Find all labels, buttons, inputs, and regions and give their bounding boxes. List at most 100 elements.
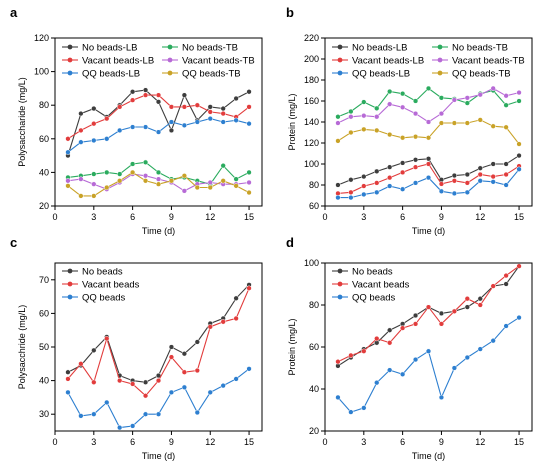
data-point xyxy=(246,169,252,176)
data-point xyxy=(220,110,226,117)
data-point xyxy=(233,295,239,301)
legend-entry: QQ beads xyxy=(82,293,126,304)
data-point xyxy=(361,191,367,198)
x-axis-title: Time (d) xyxy=(412,226,445,236)
y-tick-label: 60 xyxy=(309,342,319,352)
data-point xyxy=(374,380,380,386)
data-point xyxy=(516,314,522,321)
data-point xyxy=(503,182,509,188)
y-tick-label: 100 xyxy=(304,258,319,268)
data-point xyxy=(374,114,380,120)
data-point xyxy=(387,88,393,95)
series-qq-beads-lb xyxy=(335,166,522,201)
data-point xyxy=(129,124,136,130)
data-point xyxy=(129,381,136,387)
data-point xyxy=(438,120,445,126)
panel-letter: a xyxy=(10,5,18,20)
data-point xyxy=(155,92,162,98)
data-point xyxy=(438,181,445,187)
data-point xyxy=(464,304,470,310)
legend: No beads Vacant beads QQ beads xyxy=(332,267,410,304)
legend-swatch-marker xyxy=(167,44,173,50)
data-point xyxy=(412,98,419,104)
y-tick-label: 50 xyxy=(39,342,49,352)
x-tick-label: 9 xyxy=(169,437,174,447)
data-point xyxy=(220,105,226,112)
legend-entry: No beads-LB xyxy=(352,43,407,54)
data-point xyxy=(348,129,354,136)
series-qq-beads xyxy=(65,366,252,431)
data-point xyxy=(503,102,509,108)
data-point xyxy=(503,171,509,178)
data-point xyxy=(348,194,354,201)
series-vacant-beads-lb xyxy=(65,92,252,142)
data-point xyxy=(438,321,445,327)
data-point xyxy=(104,399,110,406)
data-point xyxy=(348,108,354,115)
data-point xyxy=(117,424,123,431)
y-tick-label: 60 xyxy=(39,134,49,144)
data-point xyxy=(168,127,175,134)
data-point xyxy=(91,105,97,112)
x-tick-label: 0 xyxy=(322,437,327,447)
data-point xyxy=(129,169,136,176)
data-point xyxy=(399,325,406,331)
data-point xyxy=(335,138,341,144)
y-tick-label: 200 xyxy=(304,54,319,64)
data-point xyxy=(246,189,252,196)
data-point xyxy=(490,85,496,92)
data-point xyxy=(78,413,84,419)
data-point xyxy=(155,99,162,105)
legend-swatch-marker xyxy=(337,281,343,287)
data-point xyxy=(451,308,458,314)
series-vacant-beads xyxy=(65,285,252,399)
data-point xyxy=(155,411,162,417)
panel-c: c 0 3 6 9 12 15 30 40 50 60 70 Time (d) Polysacchride… xyxy=(10,235,263,461)
legend-swatch-marker xyxy=(337,70,343,76)
data-point xyxy=(91,347,97,354)
data-point xyxy=(464,296,470,302)
data-point xyxy=(516,89,522,96)
data-point xyxy=(194,409,200,416)
data-point xyxy=(374,105,380,111)
data-point xyxy=(438,310,445,317)
x-tick-label: 12 xyxy=(205,212,215,222)
data-point xyxy=(181,92,188,98)
data-point xyxy=(516,166,522,172)
y-axis-title: Polysacchride (mg/L) xyxy=(17,305,27,390)
legend-swatch-marker xyxy=(437,70,443,76)
legend-swatch-marker xyxy=(67,44,73,50)
x-tick-label: 6 xyxy=(400,437,405,447)
data-point xyxy=(142,379,149,385)
data-point xyxy=(142,173,149,179)
data-point xyxy=(78,193,84,199)
x-tick-label: 12 xyxy=(205,437,215,447)
data-point xyxy=(516,152,522,159)
data-point xyxy=(412,134,419,140)
y-tick-label: 80 xyxy=(39,100,49,110)
data-point xyxy=(348,177,354,183)
data-point xyxy=(361,183,367,189)
legend-swatch-marker xyxy=(167,70,173,76)
data-point xyxy=(477,302,483,308)
series-vacant-beads-lb xyxy=(335,161,522,197)
legend-swatch-marker xyxy=(167,57,173,63)
data-point xyxy=(65,389,71,396)
x-tick-label: 12 xyxy=(475,437,485,447)
data-point xyxy=(477,178,483,184)
y-tick-label: 160 xyxy=(304,96,319,106)
data-point xyxy=(374,180,380,186)
data-point xyxy=(348,409,354,415)
data-point xyxy=(412,356,419,363)
legend-entry: Vacant beads-LB xyxy=(352,56,424,67)
x-tick-label: 6 xyxy=(400,212,405,222)
data-point xyxy=(477,92,483,98)
data-point xyxy=(412,157,419,163)
data-point xyxy=(361,126,367,133)
data-point xyxy=(348,352,354,359)
data-point xyxy=(91,411,97,417)
data-point xyxy=(335,359,341,365)
data-point xyxy=(451,120,458,126)
x-axis-title: Time (d) xyxy=(142,226,175,236)
data-point xyxy=(168,104,175,110)
